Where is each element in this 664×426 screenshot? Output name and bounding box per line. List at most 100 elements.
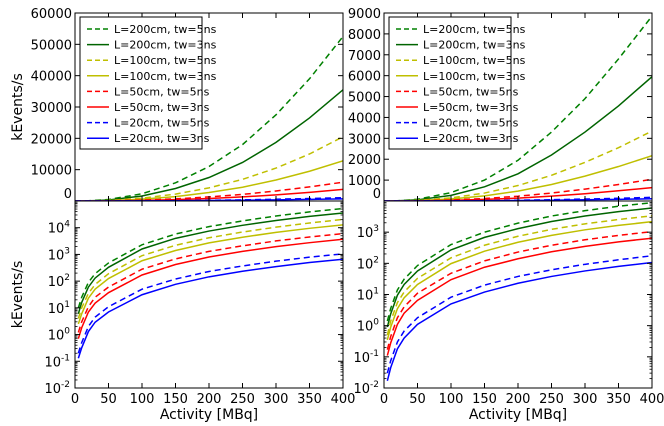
- legend-label: L=50cm, tw=5ns: [423, 85, 519, 98]
- legend-box: [388, 16, 512, 150]
- series-line-6: [386, 255, 652, 374]
- series-line-0: [77, 207, 343, 309]
- y-tick-label: 103: [357, 224, 379, 241]
- legend-label: L=200cm, tw=5ns: [423, 23, 526, 36]
- x-tick-label: 150: [163, 392, 188, 407]
- legend-box: [79, 16, 203, 150]
- x-tick-label: 0: [380, 392, 388, 407]
- y-tick-label: 10-1: [44, 353, 70, 370]
- series-line-3: [77, 224, 343, 325]
- legend-label: L=200cm, tw=3ns: [423, 39, 526, 52]
- y-tick-label: 8000: [348, 28, 381, 43]
- y-tick-label: 0: [64, 187, 72, 202]
- x-tick-label: 100: [130, 392, 155, 407]
- y-tick-label: 4000: [348, 111, 381, 126]
- panel-bottom-left: 0 50 100 150 200 250 300 350 400 Activity [MBq] 10…: [10, 200, 356, 423]
- series-line-2: [386, 215, 652, 336]
- x-tick-label: 100: [439, 392, 464, 407]
- x-tick-label: 300: [264, 392, 289, 407]
- legend: L=200cm, tw=5ns L=200cm, tw=3ns L=100cm, t…: [388, 16, 526, 150]
- x-axis-label: Activity [MBq]: [160, 407, 258, 423]
- y-tick-label: 10-2: [44, 380, 70, 397]
- series-line-4: [75, 181, 343, 201]
- x-tick-label: 400: [640, 392, 664, 407]
- y-tick-label: 102: [357, 255, 379, 272]
- y-tick-label: 30000: [31, 101, 72, 116]
- series-line-3: [384, 154, 652, 201]
- legend-label: L=50cm, tw=5ns: [114, 85, 210, 98]
- y-tick-label: 60000: [31, 7, 72, 22]
- series-line-0: [75, 36, 343, 201]
- series-line-3: [386, 220, 652, 341]
- y-tick-label: 103: [48, 246, 70, 263]
- legend-label: L=20cm, tw=5ns: [114, 117, 210, 130]
- legend-label: L=100cm, tw=5ns: [114, 54, 217, 67]
- x-tick-label: 200: [506, 392, 531, 407]
- y-tick-label: 10-2: [353, 380, 379, 397]
- legend: L=200cm, tw=5ns L=200cm, tw=3ns L=100cm, t…: [79, 16, 217, 150]
- y-tick-label: 3000: [348, 132, 381, 147]
- y-tick-label: 104: [48, 220, 71, 237]
- x-tick-label: 350: [606, 392, 631, 407]
- x-tick-label: 0: [71, 392, 79, 407]
- y-tick-label: 20000: [31, 132, 72, 147]
- legend-label: L=200cm, tw=5ns: [114, 23, 217, 36]
- x-tick-label: 400: [331, 392, 356, 407]
- series-line-7: [386, 261, 652, 382]
- series-line-4: [77, 232, 343, 333]
- series-line-4: [386, 230, 652, 350]
- series-line-0: [384, 15, 652, 201]
- series-line-7: [77, 258, 343, 359]
- series-group: [386, 201, 652, 382]
- legend-label: L=100cm, tw=3ns: [423, 70, 526, 83]
- y-tick-label: 10-1: [353, 349, 379, 366]
- y-tick-label: 100: [48, 327, 71, 344]
- panel-bottom-right: 0 50 100 150 200 250 300 350 400 Activity [MBq] 10…: [353, 200, 664, 423]
- y-tick-label: 10000: [31, 164, 72, 179]
- panel-top-left: 0 10000 20000 30000 40000 50000 60000 kEvents/s…: [10, 7, 344, 202]
- series-line-0: [386, 201, 652, 322]
- series-line-5: [386, 237, 652, 356]
- legend-label: L=50cm, tw=3ns: [114, 101, 210, 114]
- y-tick-label: 1000: [348, 174, 381, 189]
- x-tick-label: 250: [230, 392, 255, 407]
- y-tick-label: 9000: [348, 7, 381, 22]
- series-line-4: [384, 178, 652, 201]
- x-tick-label: 250: [539, 392, 564, 407]
- y-tick-label: 102: [48, 273, 70, 290]
- y-tick-label: 40000: [31, 70, 72, 85]
- y-tick-label: 2000: [348, 153, 381, 168]
- series-line-6: [77, 253, 343, 354]
- legend-label: L=20cm, tw=3ns: [423, 132, 519, 145]
- y-axis-label: kEvents/s: [10, 73, 26, 141]
- y-tick-label: 0: [373, 187, 381, 202]
- y-tick-label: 101: [48, 300, 70, 317]
- legend-label: L=50cm, tw=3ns: [423, 101, 519, 114]
- series-line-2: [77, 218, 343, 319]
- x-tick-label: 50: [409, 392, 426, 407]
- y-tick-label: 5000: [348, 91, 381, 106]
- series-line-3: [75, 160, 343, 201]
- legend-label: L=100cm, tw=5ns: [423, 54, 526, 67]
- legend-label: L=200cm, tw=3ns: [114, 39, 217, 52]
- series-line-5: [77, 238, 343, 339]
- series-line-1: [77, 212, 343, 314]
- x-tick-label: 50: [100, 392, 117, 407]
- legend-label: L=20cm, tw=5ns: [423, 117, 519, 130]
- series-group: [77, 207, 343, 359]
- y-axis-label: kEvents/s: [10, 261, 26, 329]
- y-tick-label: 7000: [348, 49, 381, 64]
- y-tick-label: 50000: [31, 38, 72, 53]
- y-tick-label: 6000: [348, 70, 381, 85]
- x-tick-label: 200: [197, 392, 222, 407]
- x-tick-label: 350: [297, 392, 322, 407]
- y-tick-label: 101: [357, 287, 379, 304]
- x-axis-label: Activity [MBq]: [469, 407, 567, 423]
- series-line-1: [386, 207, 652, 328]
- y-tick-label: 100: [357, 318, 380, 335]
- series-line-2: [75, 136, 343, 201]
- legend-label: L=100cm, tw=3ns: [114, 70, 217, 83]
- legend-label: L=20cm, tw=3ns: [114, 132, 210, 145]
